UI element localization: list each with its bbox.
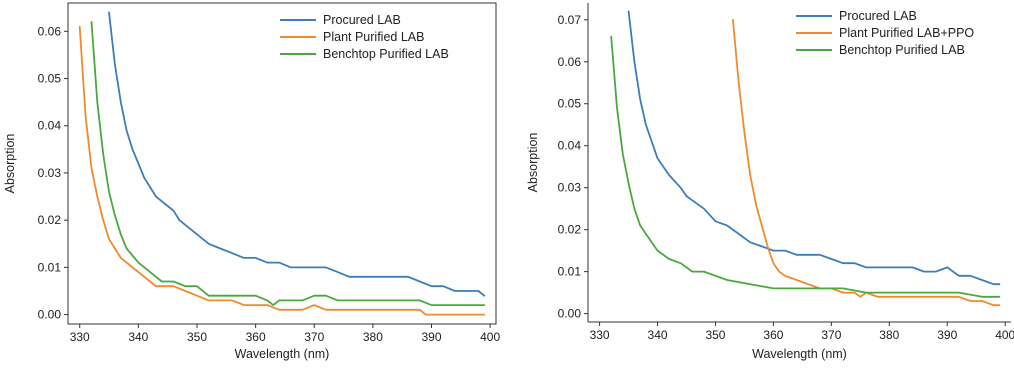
- y-tick-label: 0.03: [38, 166, 62, 180]
- x-tick-label: 360: [763, 328, 783, 342]
- x-tick-label: 330: [70, 330, 90, 344]
- x-tick-label: 400: [480, 330, 500, 344]
- legend-label: Plant Purified LAB+PPO: [839, 26, 974, 40]
- x-tick-label: 390: [421, 330, 441, 344]
- series-line-2: [78, 25, 486, 316]
- series-line-2: [732, 18, 1001, 307]
- x-tick-label: 400: [995, 328, 1014, 342]
- x-tick-label: 330: [590, 328, 610, 342]
- y-tick-label: 0.02: [38, 213, 62, 227]
- series-line-3: [90, 20, 486, 307]
- legend-label: Procured LAB: [323, 13, 401, 27]
- legend: Procured LAB Plant Purified LAB Benchtop P…: [280, 13, 449, 61]
- x-tick-label: 340: [648, 328, 668, 342]
- y-tick-label: 0.02: [558, 223, 582, 237]
- chart-panel-1: 330 340 350 360 370 380 390 400 0.00 0.01 0.02 0.03…: [3, 2, 500, 361]
- y-tick-label: 0.05: [38, 72, 62, 86]
- x-tick-label: 390: [937, 328, 957, 342]
- series-line-1: [108, 11, 486, 297]
- x-tick-label: 380: [879, 328, 899, 342]
- series-line-3: [610, 35, 1001, 298]
- x-axis-title: Wavelength (nm): [752, 347, 847, 361]
- y-tick-label: 0.06: [558, 55, 582, 69]
- x-axis-title: Wavelength (nm): [235, 347, 330, 361]
- y-tick-label: 0.06: [38, 24, 62, 38]
- y-tick-label: 0.01: [558, 265, 582, 279]
- y-tick-label: 0.05: [558, 97, 582, 111]
- x-tick-label: 380: [363, 330, 383, 344]
- plot-frame: [67, 2, 497, 325]
- series-line-1: [627, 10, 1001, 286]
- legend: Procured LAB Plant Purified LAB+PPO Bencht…: [796, 9, 974, 57]
- legend-label: Procured LAB: [839, 9, 917, 23]
- x-tick-label: 370: [304, 330, 324, 344]
- x-tick-label: 370: [821, 328, 841, 342]
- y-tick-label: 0.00: [38, 308, 62, 322]
- legend-label: Benchtop Purified LAB: [839, 43, 965, 57]
- y-tick-label: 0.07: [558, 13, 582, 27]
- x-tick-label: 340: [128, 330, 148, 344]
- chart-panel-2: 330 340 350 360 370 380 390 400 0.00 0.01 0.02 0.03…: [526, 3, 1014, 361]
- x-tick-label: 350: [705, 328, 725, 342]
- y-axis-title: Absorption: [3, 134, 17, 194]
- y-tick-label: 0.04: [558, 139, 582, 153]
- y-tick-label: 0.00: [558, 307, 582, 321]
- x-tick-label: 350: [187, 330, 207, 344]
- legend-label: Plant Purified LAB: [323, 30, 424, 44]
- y-axis-title: Absorption: [526, 133, 540, 193]
- y-tick-label: 0.03: [558, 181, 582, 195]
- y-tick-label: 0.04: [38, 119, 62, 133]
- legend-label: Benchtop Purified LAB: [323, 47, 449, 61]
- y-tick-label: 0.01: [38, 260, 62, 274]
- x-tick-label: 360: [246, 330, 266, 344]
